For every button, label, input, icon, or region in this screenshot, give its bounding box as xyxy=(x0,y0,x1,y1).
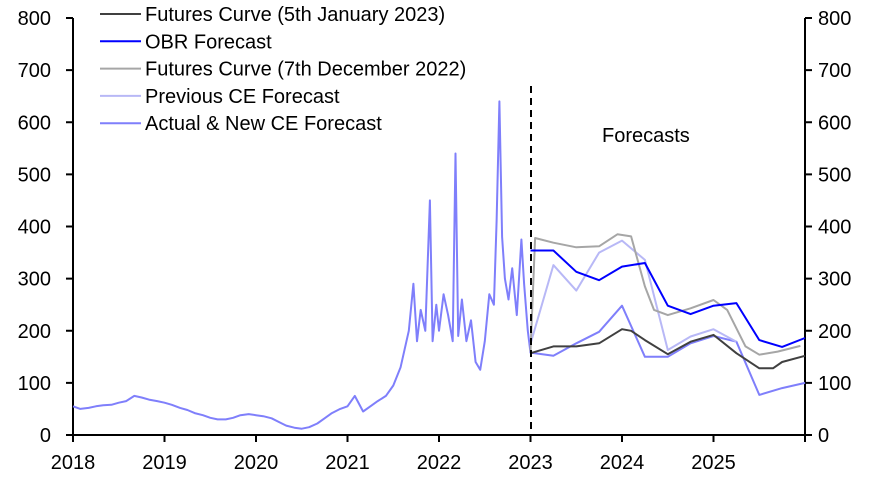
x-tick-label: 2019 xyxy=(142,452,187,474)
legend-label: Actual & New CE Forecast xyxy=(145,113,382,135)
series-line-1 xyxy=(530,249,806,348)
legend: Futures Curve (5th January 2023) OBR Fore… xyxy=(100,4,466,135)
legend-label: OBR Forecast xyxy=(145,31,272,53)
y-tick-label-left: 100 xyxy=(18,373,51,395)
y-tick-label-left: 500 xyxy=(18,164,51,186)
series-line-3 xyxy=(529,239,737,351)
x-tick-label: 2021 xyxy=(325,452,370,474)
y-tick-label-right: 100 xyxy=(818,373,851,395)
series-line-0 xyxy=(530,328,806,370)
x-tick-label: 2023 xyxy=(508,452,553,474)
x-tick-label: 2022 xyxy=(417,452,462,474)
series-line-2 xyxy=(529,233,801,356)
series-line-4 xyxy=(72,100,806,430)
y-tick-label-right: 500 xyxy=(818,164,851,186)
y-tick-label-left: 700 xyxy=(18,60,51,82)
x-tick-label: 2020 xyxy=(234,452,279,474)
legend-label: Previous CE Forecast xyxy=(145,86,340,108)
y-tick-label-right: 700 xyxy=(818,60,851,82)
y-tick-label-left: 400 xyxy=(18,217,51,239)
y-tick-label-right: 200 xyxy=(818,321,851,343)
forecasts-annotation: Forecasts xyxy=(602,125,690,147)
y-tick-label-left: 600 xyxy=(18,112,51,134)
y-tick-label-right: 800 xyxy=(818,8,851,30)
y-tick-label-left: 800 xyxy=(18,8,51,30)
x-tick-label: 2025 xyxy=(691,452,736,474)
y-tick-label-left: 300 xyxy=(18,269,51,291)
y-tick-label-right: 300 xyxy=(818,269,851,291)
legend-label: Futures Curve (7th December 2022) xyxy=(145,59,466,81)
legend-label: Futures Curve (5th January 2023) xyxy=(145,4,445,26)
x-tick-label: 2018 xyxy=(51,452,96,474)
y-tick-label-right: 400 xyxy=(818,217,851,239)
y-tick-label-right: 0 xyxy=(818,425,829,447)
x-tick-label: 2024 xyxy=(600,452,645,474)
y-tick-label-left: 200 xyxy=(18,321,51,343)
y-tick-label-right: 600 xyxy=(818,112,851,134)
y-tick-label-left: 0 xyxy=(40,425,51,447)
